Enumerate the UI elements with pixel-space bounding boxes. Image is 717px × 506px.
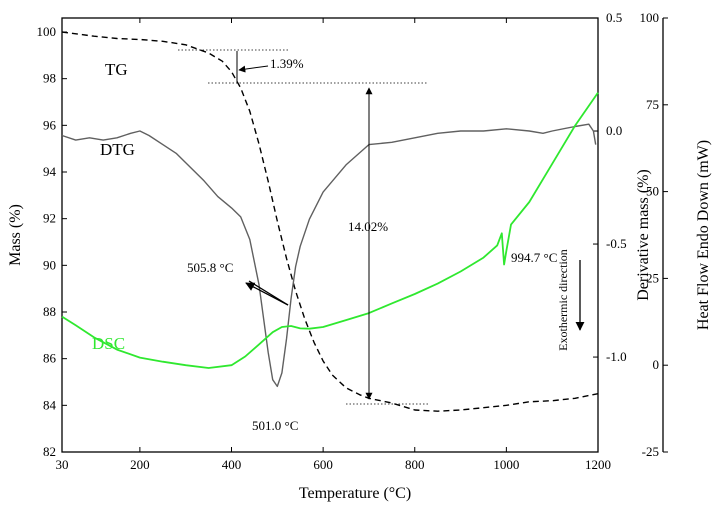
heat-tick-label: 25 (646, 270, 659, 285)
plot-frame (61, 17, 599, 453)
mass-tick-label: 96 (43, 117, 57, 132)
mass-tick-label: 92 (43, 211, 56, 226)
x-tick-label: 30 (56, 457, 69, 472)
mass-tick-label: 90 (43, 257, 56, 272)
dsc-peak-label: 505.8 °C (187, 260, 233, 275)
dsc-peak-annotation: 505.8 °C (187, 260, 289, 306)
x-tick-label: 600 (313, 457, 333, 472)
x-tick-label: 1200 (585, 457, 611, 472)
heat-axis-label: Heat Flow Endo Down (mW) (695, 140, 712, 330)
mass-loss-2-annotation: 14.02% (346, 87, 428, 405)
mass-tick-label: 98 (43, 71, 56, 86)
mass-tick-label: 88 (43, 304, 56, 319)
mass-tick-label: 94 (43, 164, 57, 179)
mass-axis-label: Mass (%) (7, 204, 24, 266)
series-layer (61, 31, 599, 412)
heat-tick-label: -25 (642, 444, 659, 459)
series-label-tg: TG (105, 60, 128, 79)
mass-axis-ticks: 82 84 86 88 90 92 94 96 98 100 (37, 24, 67, 459)
heat-tick-label: 75 (646, 97, 659, 112)
exothermic-direction-annotation: Exothermic direction (556, 249, 585, 351)
x-tick-label: 200 (130, 457, 150, 472)
deriv-axis-label: Derivative mass (%) (635, 169, 652, 301)
deriv-tick-label: 0.5 (606, 10, 622, 25)
heat-axis-ticks: -25 0 25 50 75 100 (640, 10, 668, 459)
heat-tick-label: 100 (640, 10, 660, 25)
mass-tick-label: 86 (43, 351, 57, 366)
x-tick-label: 400 (222, 457, 242, 472)
mass-tick-label: 82 (43, 444, 56, 459)
exothermic-label: Exothermic direction (556, 249, 570, 351)
deriv-tick-label: 0.0 (606, 123, 622, 138)
mass-loss-1-annotation: 1.39% (178, 49, 428, 84)
heat-tick-label: 0 (653, 357, 660, 372)
mass-loss-1-label: 1.39% (270, 56, 304, 71)
x-axis-label: Temperature (°C) (299, 485, 411, 502)
series-label-dtg: DTG (100, 140, 135, 159)
heat-tick-label: 50 (646, 184, 659, 199)
dtg-min-label: 501.0 °C (252, 418, 298, 433)
x-tick-label: 800 (405, 457, 425, 472)
mass-loss-2-label: 14.02% (348, 219, 388, 234)
mass-tick-label: 84 (43, 397, 57, 412)
deriv-axis-ticks: -1.0 -0.5 0.0 0.5 (593, 10, 627, 364)
series-line-dsc (61, 92, 599, 369)
series-label-dsc: DSC (92, 334, 125, 353)
deriv-tick-label: -0.5 (606, 236, 627, 251)
x-axis-ticks: 30 200 400 600 800 1000 1200 (56, 18, 611, 472)
mass-tick-label: 100 (37, 24, 57, 39)
dsc-1000-label: 994.7 °C (511, 250, 557, 265)
series-line-tg (61, 31, 599, 412)
series-line-dtg (61, 123, 597, 388)
x-tick-label: 1000 (493, 457, 519, 472)
deriv-tick-label: -1.0 (606, 349, 627, 364)
